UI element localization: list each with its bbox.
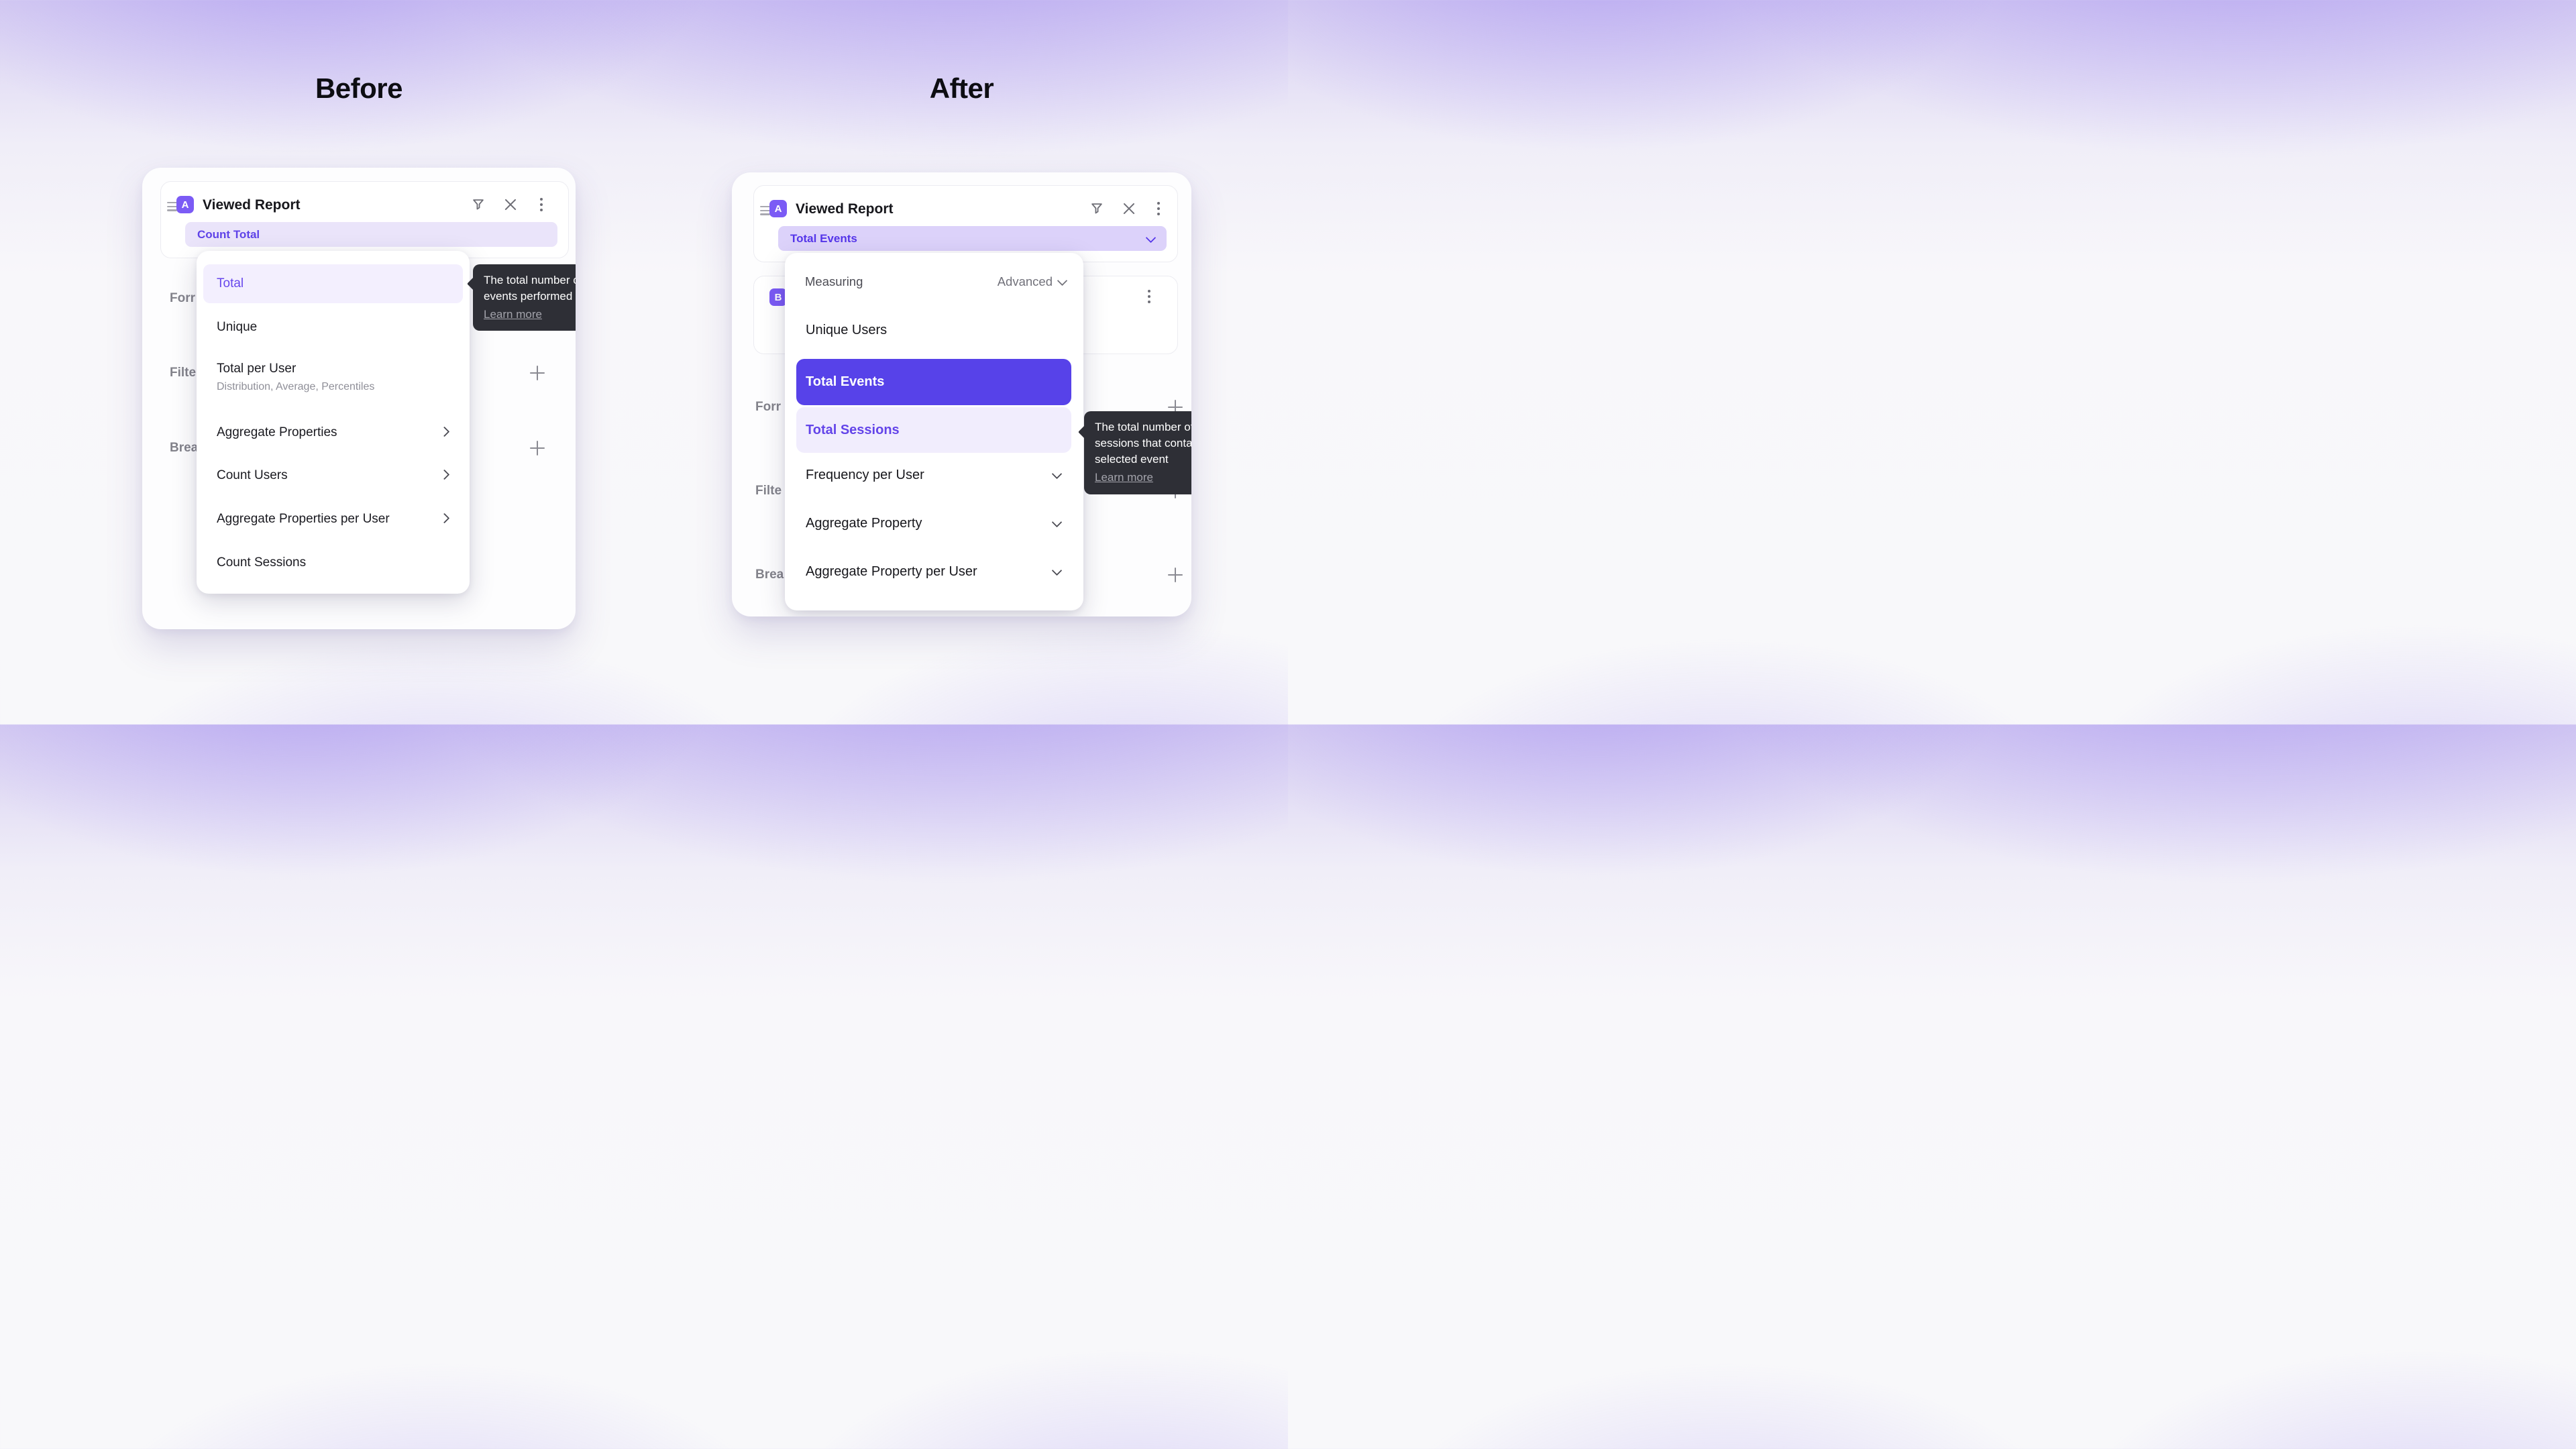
menu-item-subtitle: Distribution, Average, Percentiles [217, 381, 375, 392]
formula-row-label: Forr [170, 291, 195, 305]
drag-handle-icon[interactable] [167, 202, 177, 211]
advanced-label: Advanced [997, 274, 1053, 288]
menu-item-count-users[interactable]: Count Users [217, 468, 450, 483]
menu-item-frequency-per-user[interactable]: Frequency per User [806, 468, 1063, 483]
event-card-a: A Viewed Report Total Events [753, 185, 1178, 262]
event-badge-a: A [176, 196, 194, 213]
menu-item-label: Total per User [217, 362, 297, 376]
menu-item-aggregate-properties[interactable]: Aggregate Properties [217, 425, 450, 440]
menu-item-label: Unique [217, 320, 258, 334]
menu-item-total-per-user[interactable]: Total per User Distribution, Average, Pe… [217, 362, 449, 393]
menu-item-label: Aggregate Properties per User [217, 512, 390, 526]
chevron-down-icon [1051, 565, 1063, 576]
tooltip-text: The total number of [484, 274, 576, 286]
metric-pill[interactable]: Count Total [185, 222, 557, 247]
metric-pill[interactable]: Total Events [778, 226, 1167, 251]
menu-item-aggregate-properties-per-user[interactable]: Aggregate Properties per User [217, 512, 450, 527]
drag-handle-icon[interactable] [760, 206, 770, 215]
chevron-right-icon [439, 513, 450, 524]
menu-item-label: Frequency per User [806, 468, 924, 482]
tooltip-text: selected event [1095, 453, 1169, 466]
breakdown-row-label: Brea [170, 441, 199, 455]
add-breakdown-button[interactable] [530, 441, 545, 455]
chevron-down-icon [1051, 468, 1063, 479]
menu-item-label: Aggregate Property [806, 516, 922, 531]
after-screenshot-panel: Forr Filte Brea A Viewed Report Total Ev… [732, 172, 1191, 616]
menu-item-label: Total [217, 276, 244, 290]
menu-item-label: Count Users [217, 468, 288, 482]
breakdown-row-label: Brea [755, 568, 784, 582]
add-filter-button[interactable] [530, 366, 545, 380]
formula-row-label: Forr [755, 400, 781, 414]
menu-item-total-sessions[interactable]: Total Sessions [796, 407, 1071, 453]
menu-item-total-events[interactable]: Total Events [796, 359, 1071, 405]
before-heading: Before [315, 72, 403, 104]
chevron-down-icon [1051, 517, 1063, 527]
before-screenshot-panel: Forr Filte Brea A Viewed Report Count To… [142, 168, 576, 629]
chevron-right-icon [439, 469, 450, 480]
menu-item-label: Aggregate Property per User [806, 564, 977, 579]
learn-more-link[interactable]: Learn more [1095, 471, 1153, 484]
total-tooltip: The total number of events performed Lea… [473, 264, 576, 331]
filter-row-label: Filte [170, 366, 197, 380]
event-badge-a: A [769, 200, 787, 217]
advanced-dropdown[interactable]: Advanced [997, 274, 1068, 289]
menu-item-count-sessions[interactable]: Count Sessions [217, 555, 449, 570]
kebab-menu-icon[interactable] [533, 197, 549, 213]
menu-item-aggregate-property-per-user[interactable]: Aggregate Property per User [806, 564, 1063, 580]
menu-item-label: Total Events [806, 374, 885, 389]
measuring-menu: Measuring Advanced Unique Users Total Ev… [785, 253, 1083, 610]
menu-item-label: Unique Users [806, 323, 888, 337]
menu-item-aggregate-property[interactable]: Aggregate Property [806, 516, 1063, 531]
metric-pill-label: Count Total [197, 227, 260, 241]
filter-row-label: Filte [755, 484, 782, 498]
learn-more-link[interactable]: Learn more [484, 308, 542, 321]
filter-funnel-icon[interactable] [1089, 201, 1105, 217]
menu-item-total[interactable]: Total [203, 264, 463, 303]
tooltip-text: The total number of [1095, 421, 1191, 433]
chevron-down-icon [1057, 275, 1068, 286]
event-title: Viewed Report [203, 197, 301, 213]
tooltip-text: sessions that contain [1095, 437, 1191, 450]
menu-item-label: Count Sessions [217, 555, 307, 570]
menu-item-unique-users[interactable]: Unique Users [806, 323, 1061, 338]
menu-item-label: Aggregate Properties [217, 425, 337, 439]
kebab-menu-icon[interactable] [1141, 288, 1157, 305]
after-heading: After [929, 72, 994, 104]
kebab-menu-icon[interactable] [1150, 201, 1167, 217]
metric-pill-label: Total Events [790, 231, 857, 245]
menu-item-unique[interactable]: Unique [217, 320, 449, 335]
event-card-a: A Viewed Report Count Total [160, 181, 569, 258]
chevron-right-icon [439, 426, 450, 437]
event-title: Viewed Report [796, 201, 894, 217]
chevron-down-icon [1145, 232, 1157, 244]
add-formula-button[interactable] [1168, 400, 1183, 415]
total-sessions-tooltip: The total number of sessions that contai… [1084, 411, 1191, 494]
tooltip-text: events performed [484, 290, 573, 303]
add-breakdown-button[interactable] [1168, 568, 1183, 582]
event-badge-b: B [769, 288, 787, 306]
measurement-menu: Total Unique Total per User Distribution… [197, 251, 470, 594]
measuring-label: Measuring [805, 274, 863, 288]
measuring-menu-header: Measuring Advanced [805, 274, 1068, 289]
menu-item-label: Total Sessions [806, 422, 900, 437]
close-icon[interactable] [1121, 201, 1137, 217]
filter-funnel-icon[interactable] [470, 197, 486, 213]
close-icon[interactable] [502, 197, 519, 213]
